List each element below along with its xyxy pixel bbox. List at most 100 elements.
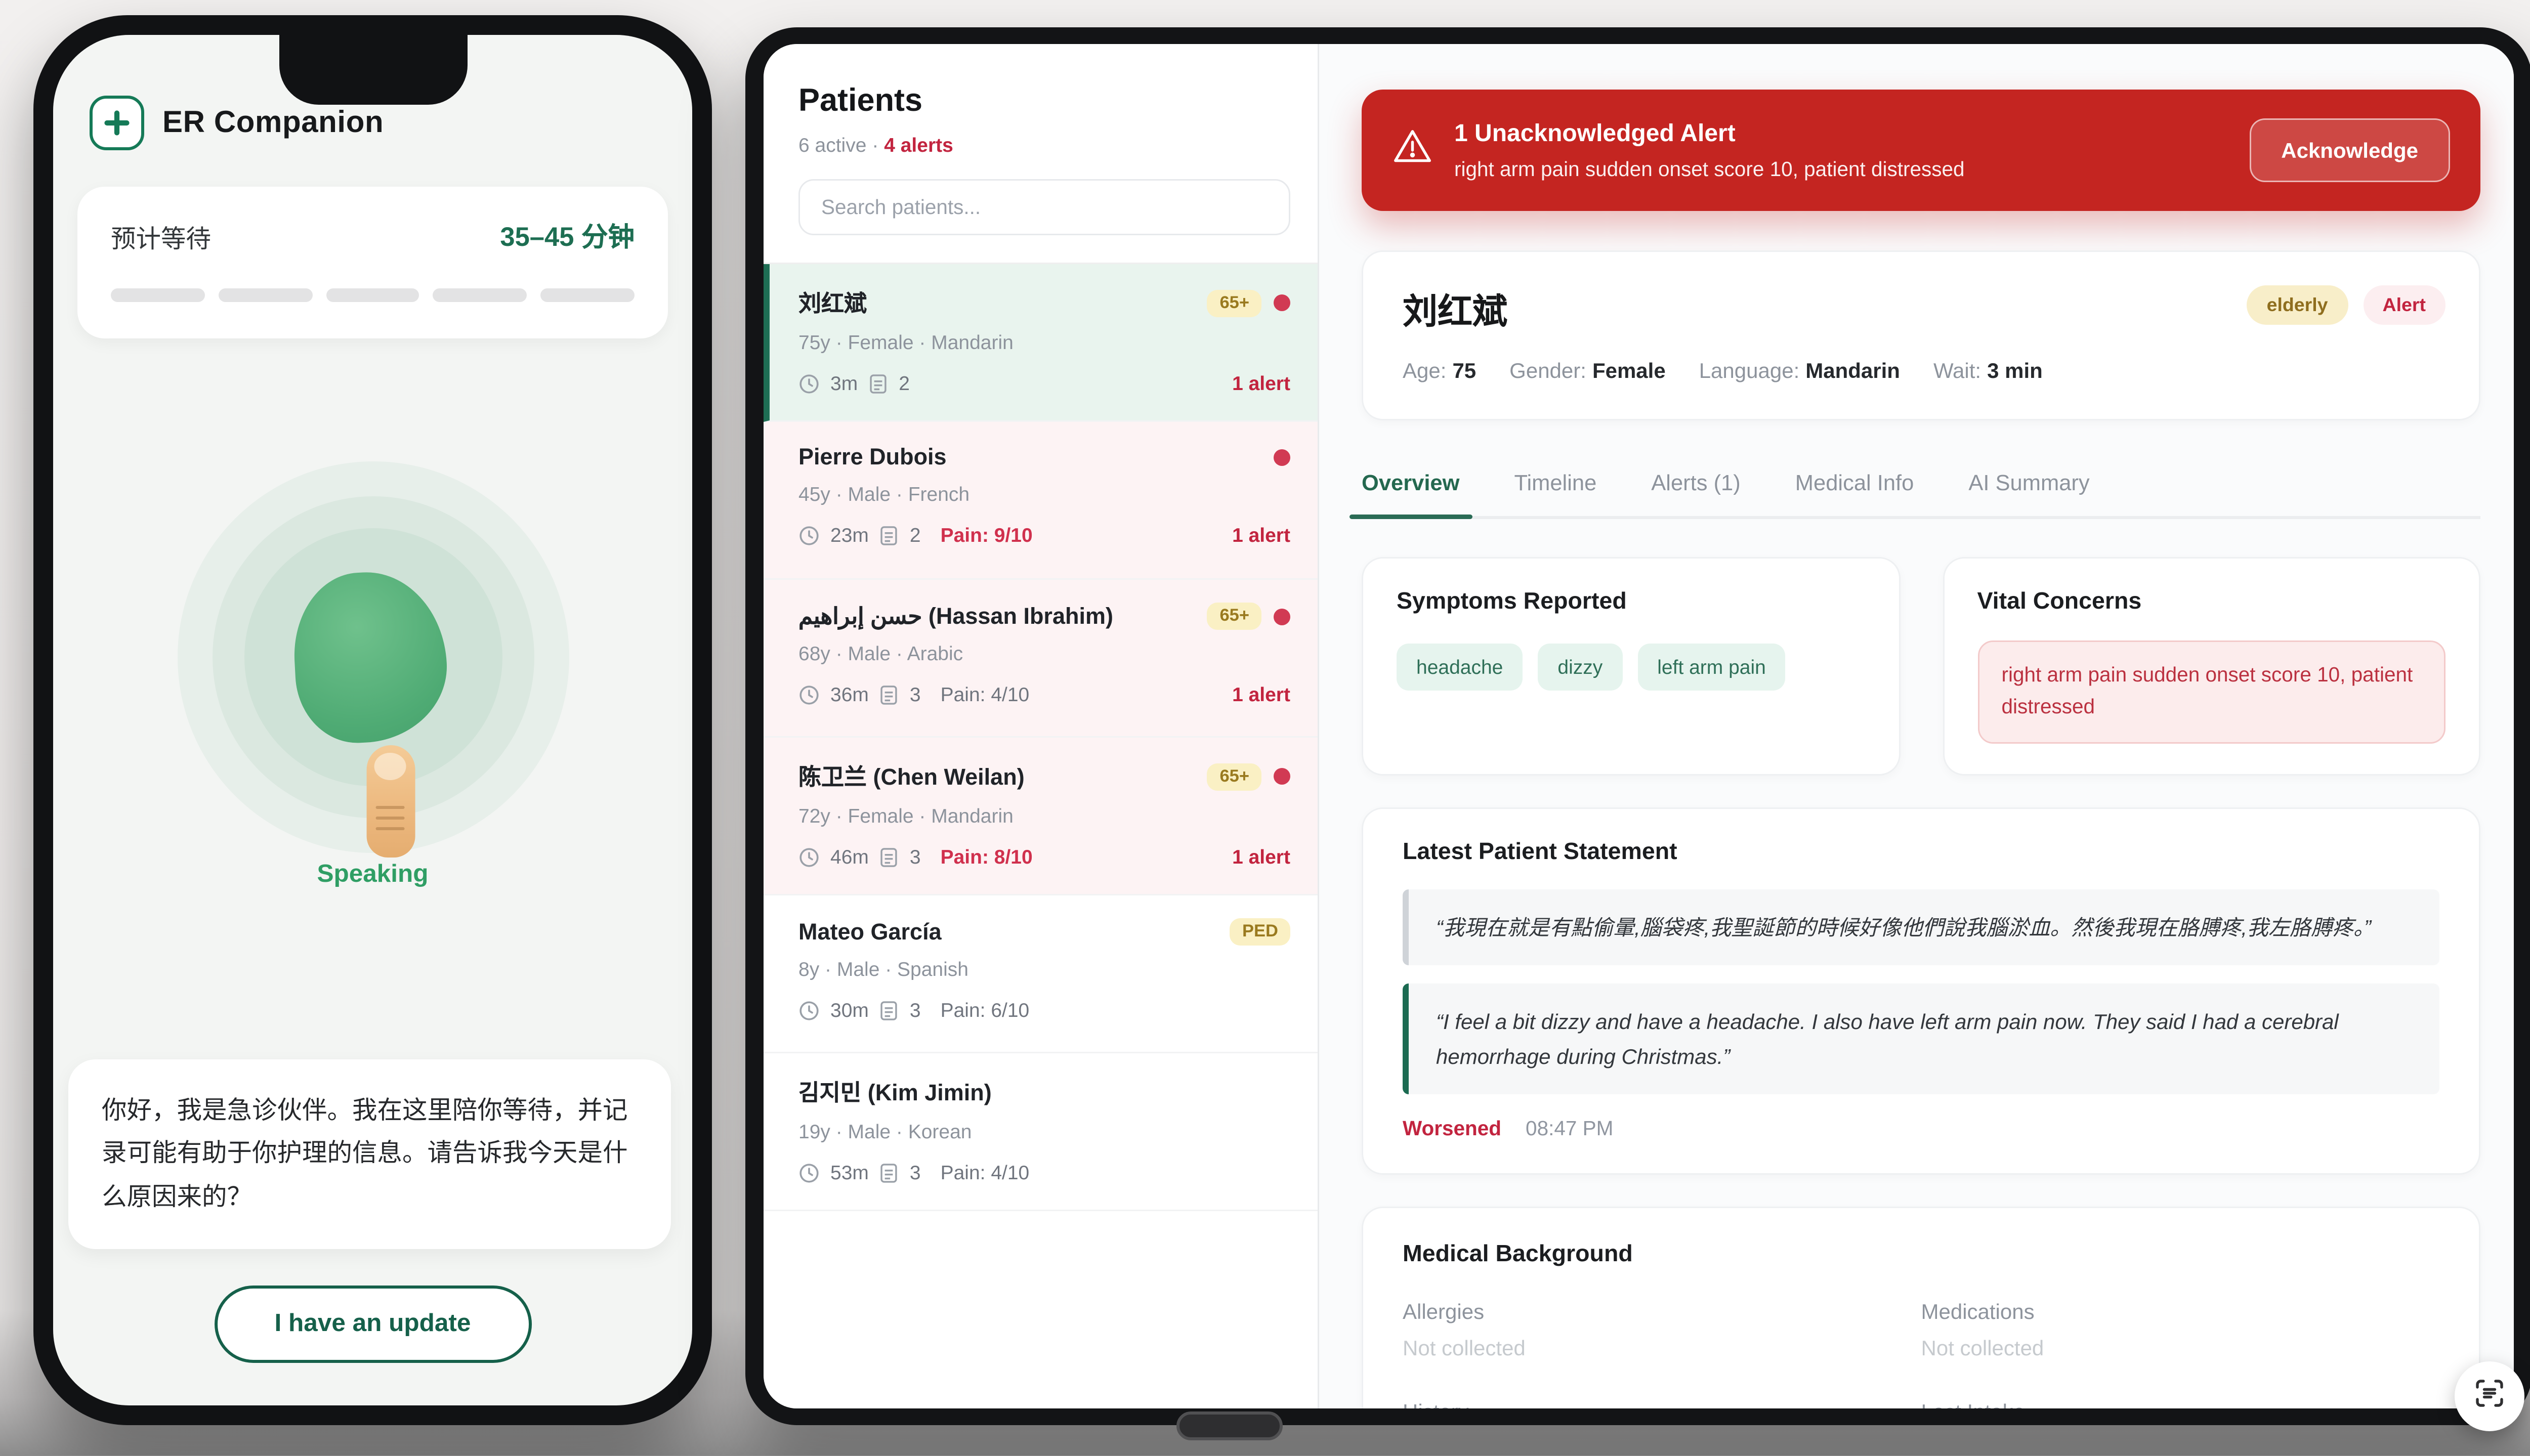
alert-dot-icon <box>1274 768 1290 785</box>
patient-detail-name: 刘红斌 <box>1403 291 1507 331</box>
field-label: Age: <box>1403 358 1447 382</box>
pulse-ring <box>212 496 534 818</box>
symptom-chip: headache <box>1397 644 1523 691</box>
notes-icon <box>879 1000 899 1021</box>
elderly-tag: elderly <box>2247 285 2348 325</box>
clock-icon <box>798 525 820 546</box>
wait-time: 3m <box>830 372 858 395</box>
notes-icon <box>868 373 888 394</box>
clock-icon <box>798 1162 820 1183</box>
clock-icon <box>798 373 820 394</box>
vital-concerns-title: Vital Concerns <box>1977 589 2142 615</box>
i-have-an-update-button[interactable]: I have an update <box>214 1286 532 1363</box>
alert-label: 1 alert <box>1232 372 1290 395</box>
patient-header-card: 刘红斌 elderly Alert Age: 75 Gender: Female L… <box>1362 250 2480 420</box>
field-label: Last Intake <box>1921 1399 2440 1408</box>
scan-text-button[interactable] <box>2455 1361 2524 1431</box>
statement-timestamp: 08:47 PM <box>1526 1117 1614 1140</box>
scan-text-icon <box>2471 1375 2508 1419</box>
pain-score: Pain: 4/10 <box>940 1161 1030 1184</box>
patient-meta: 68y · Male · Arabic <box>798 642 963 665</box>
progress-segment <box>325 288 420 302</box>
patient-name: 刘红斌 <box>798 291 867 317</box>
tab-ai-summary[interactable]: AI Summary <box>1968 472 2090 496</box>
field-value: Not collected <box>1921 1336 2044 1360</box>
patient-meta: 8y · Male · Spanish <box>798 958 968 980</box>
field-label: Gender: <box>1509 358 1586 382</box>
statement-translation-quote: “I feel a bit dizzy and have a headache.… <box>1403 983 2439 1095</box>
tab-alerts[interactable]: Alerts (1) <box>1651 472 1741 496</box>
patients-summary: 6 active · 4 alerts <box>798 134 1281 156</box>
search-input[interactable] <box>798 179 1290 235</box>
detail-tabs: Overview Timeline Alerts (1) Medical Inf… <box>1350 472 2480 519</box>
alert-banner-title: 1 Unacknowledged Alert <box>1454 120 1736 147</box>
phone-screen: ER Companion 预计等待 35–45 分钟 <box>53 35 692 1405</box>
field-label: Language: <box>1699 358 1800 382</box>
field-value: 3 min <box>1987 358 2043 382</box>
symptom-chip: left arm pain <box>1637 644 1786 691</box>
clock-icon <box>798 1000 820 1021</box>
field-label: Medications <box>1921 1299 2035 1324</box>
patient-detail-panel: 1 Unacknowledged Alert right arm pain su… <box>1318 44 2514 1408</box>
medical-cross-icon <box>90 96 144 150</box>
tablet-screen: Patients 6 active · 4 alerts 刘红斌 65+ <box>764 44 2514 1408</box>
history-field: History cerebral hemorrhage around Chris… <box>1403 1399 1921 1408</box>
alert-dot-icon <box>1274 449 1290 466</box>
patient-name: 陈卫兰 (Chen Weilan) <box>798 765 1025 791</box>
progress-segment <box>540 288 635 302</box>
medical-background-card: Medical Background Allergies Not collect… <box>1362 1207 2480 1408</box>
age-badge: 65+ <box>1207 603 1261 630</box>
notes-count: 3 <box>909 1161 921 1184</box>
patient-list: 刘红斌 65+ 75y · Female · Mandarin 3m 2 <box>764 263 1318 1211</box>
phone-device-frame: ER Companion 预计等待 35–45 分钟 <box>33 15 712 1425</box>
phone-app-title: ER Companion <box>162 105 384 139</box>
patient-card-hassan-ibrahim[interactable]: حسن إبراهيم (Hassan Ibrahim) 65+ 68y · M… <box>764 580 1318 738</box>
patient-card-kim-jimin[interactable]: 김지민 (Kim Jimin) 19y · Male · Korean 53m … <box>764 1053 1318 1211</box>
unacknowledged-alert-banner: 1 Unacknowledged Alert right arm pain su… <box>1362 90 2480 211</box>
pain-score: Pain: 4/10 <box>940 683 1030 706</box>
alert-label: 1 alert <box>1232 524 1290 546</box>
patient-card-liu-hongbin[interactable]: 刘红斌 65+ 75y · Female · Mandarin 3m 2 <box>764 264 1318 422</box>
tab-overview[interactable]: Overview <box>1350 472 1471 519</box>
clock-icon <box>798 846 820 868</box>
tab-medical-info[interactable]: Medical Info <box>1795 472 1914 496</box>
alert-label: 1 alert <box>1232 845 1290 868</box>
wait-time-label: 预计等待 <box>111 225 211 253</box>
field-value: 75 <box>1452 358 1477 382</box>
patient-name: Pierre Dubois <box>798 445 947 470</box>
patient-meta: 45y · Male · French <box>798 483 970 505</box>
pediatric-badge: PED <box>1230 918 1290 946</box>
notes-icon <box>879 1162 899 1183</box>
allergies-field: Allergies Not collected <box>1403 1299 1921 1360</box>
alert-tag: Alert <box>2363 285 2445 325</box>
wait-time: 36m <box>830 683 869 706</box>
patient-card-chen-weilan[interactable]: 陈卫兰 (Chen Weilan) 65+ 72y · Female · Man… <box>764 738 1318 895</box>
patient-name: حسن إبراهيم (Hassan Ibrahim) <box>798 604 1113 630</box>
field-value: Not collected <box>1403 1336 1526 1360</box>
finger-touch-icon <box>366 745 415 858</box>
patient-name: Mateo García <box>798 919 942 945</box>
tablet-usb-port <box>1176 1411 1283 1440</box>
notes-count: 3 <box>909 999 921 1021</box>
voice-assistant-visualizer: Speaking <box>53 461 692 946</box>
vital-concerns-card: Vital Concerns right arm pain sudden ons… <box>1942 557 2480 776</box>
notes-icon <box>879 684 899 705</box>
alerts-count: 4 alerts <box>884 134 953 156</box>
field-label: Allergies <box>1403 1299 1485 1324</box>
patient-card-pierre-dubois[interactable]: Pierre Dubois 45y · Male · French 23m 2 … <box>764 422 1318 580</box>
active-count: 6 active <box>798 134 867 156</box>
progress-segment <box>218 288 312 302</box>
medications-field: Medications Not collected <box>1921 1299 2440 1360</box>
acknowledge-button[interactable]: Acknowledge <box>2249 118 2450 182</box>
wait-progress-bar <box>111 288 635 302</box>
tab-timeline[interactable]: Timeline <box>1514 472 1597 496</box>
patient-card-mateo-garcia[interactable]: Mateo García PED 8y · Male · Spanish 30m… <box>764 895 1318 1053</box>
age-badge: 65+ <box>1207 289 1261 317</box>
summary-separator: · <box>872 134 879 156</box>
wait-time-value: 35–45 分钟 <box>500 222 635 252</box>
patient-meta: 19y · Male · Korean <box>798 1120 972 1143</box>
patient-name: 김지민 (Kim Jimin) <box>798 1081 992 1106</box>
field-value: Mandarin <box>1805 358 1900 382</box>
wait-time: 53m <box>830 1161 869 1184</box>
